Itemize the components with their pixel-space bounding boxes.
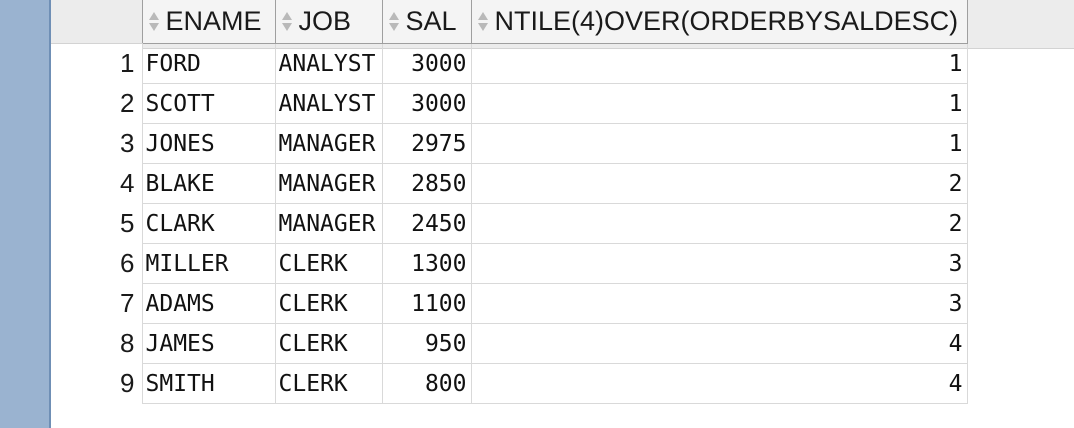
sort-icon[interactable] [385, 8, 403, 36]
cell-ntile[interactable]: 2 [470, 163, 968, 204]
row-number: 8 [51, 323, 142, 364]
row-number: 7 [51, 283, 142, 324]
column-header-ntile[interactable]: NTILE(4)OVER(ORDERBYSALDESC) [470, 0, 968, 44]
cell-ename[interactable]: JAMES [141, 323, 276, 364]
table-row[interactable]: 5 CLARK MANAGER 2450 2 [51, 203, 968, 244]
row-number: 6 [51, 243, 142, 284]
cell-sal[interactable]: 1300 [381, 243, 472, 284]
column-header-ename[interactable]: ENAME [141, 0, 276, 44]
cell-job[interactable]: ANALYST [274, 43, 383, 84]
row-number: 4 [51, 163, 142, 204]
column-header-label: ENAME [165, 6, 262, 36]
cell-sal[interactable]: 950 [381, 323, 472, 364]
cell-ename[interactable]: JONES [141, 123, 276, 164]
cell-ename[interactable]: SCOTT [141, 83, 276, 124]
cell-sal[interactable]: 800 [381, 363, 472, 404]
cell-sal[interactable]: 1100 [381, 283, 472, 324]
table-row[interactable]: 4 BLAKE MANAGER 2850 2 [51, 163, 968, 204]
cell-job[interactable]: ANALYST [274, 83, 383, 124]
cell-ename[interactable]: CLARK [141, 203, 276, 244]
sort-icon[interactable] [145, 8, 163, 36]
table-row[interactable]: 9 SMITH CLERK 800 4 [51, 363, 968, 404]
cell-ename[interactable]: FORD [141, 43, 276, 84]
table-row[interactable]: 1 FORD ANALYST 3000 1 [51, 43, 968, 84]
cell-job[interactable]: CLERK [274, 243, 383, 284]
cell-job[interactable]: MANAGER [274, 203, 383, 244]
cell-ntile[interactable]: 2 [470, 203, 968, 244]
cell-sal[interactable]: 3000 [381, 43, 472, 84]
cell-ename[interactable]: SMITH [141, 363, 276, 404]
table-row[interactable]: 6 MILLER CLERK 1300 3 [51, 243, 968, 284]
row-number: 2 [51, 83, 142, 124]
cell-ename[interactable]: BLAKE [141, 163, 276, 204]
sort-icon[interactable] [278, 8, 296, 36]
row-number: 9 [51, 363, 142, 404]
table-row[interactable]: 8 JAMES CLERK 950 4 [51, 323, 968, 364]
cell-ntile[interactable]: 3 [470, 283, 968, 324]
left-gutter [0, 0, 51, 428]
cell-ntile[interactable]: 3 [470, 243, 968, 284]
column-header-sal[interactable]: SAL [381, 0, 472, 44]
table-row[interactable]: 3 JONES MANAGER 2975 1 [51, 123, 968, 164]
row-number: 5 [51, 203, 142, 244]
row-number: 1 [51, 43, 142, 84]
cell-sal[interactable]: 2850 [381, 163, 472, 204]
row-number-header [51, 0, 142, 44]
table-row[interactable]: 7 ADAMS CLERK 1100 3 [51, 283, 968, 324]
header-row: ENAME JOB SAL NTILE(4)OVER(ORDERBYSALDES… [51, 0, 968, 44]
cell-job[interactable]: CLERK [274, 283, 383, 324]
cell-job[interactable]: MANAGER [274, 163, 383, 204]
cell-ename[interactable]: MILLER [141, 243, 276, 284]
cell-ntile[interactable]: 1 [470, 43, 968, 84]
cell-job[interactable]: MANAGER [274, 123, 383, 164]
cell-ename[interactable]: ADAMS [141, 283, 276, 324]
cell-job[interactable]: CLERK [274, 363, 383, 404]
cell-sal[interactable]: 2450 [381, 203, 472, 244]
cell-ntile[interactable]: 4 [470, 363, 968, 404]
cell-ntile[interactable]: 1 [470, 123, 968, 164]
column-header-label: NTILE(4)OVER(ORDERBYSALDESC) [494, 6, 959, 36]
results-grid: ENAME JOB SAL NTILE(4)OVER(ORDERBYSALDES… [51, 0, 968, 404]
row-number: 3 [51, 123, 142, 164]
column-header-job[interactable]: JOB [274, 0, 383, 44]
cell-sal[interactable]: 3000 [381, 83, 472, 124]
table-row[interactable]: 2 SCOTT ANALYST 3000 1 [51, 83, 968, 124]
sort-icon[interactable] [474, 8, 492, 36]
cell-sal[interactable]: 2975 [381, 123, 472, 164]
column-header-label: SAL [405, 6, 457, 36]
cell-ntile[interactable]: 4 [470, 323, 968, 364]
cell-ntile[interactable]: 1 [470, 83, 968, 124]
cell-job[interactable]: CLERK [274, 323, 383, 364]
column-header-label: JOB [298, 6, 352, 36]
